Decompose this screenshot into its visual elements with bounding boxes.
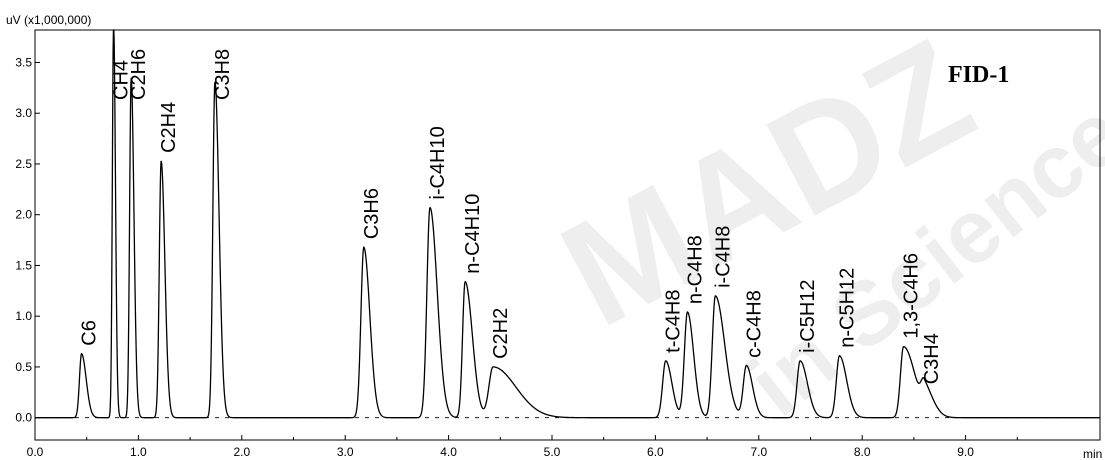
y-tick-label: 0.5 — [15, 360, 32, 374]
chromatogram-trace — [35, 29, 1100, 419]
peak-label: C2H6 — [128, 49, 150, 100]
peak-label: i-C4H10 — [427, 126, 449, 199]
peak-label: n-C4H10 — [462, 194, 484, 274]
peak-label: C3H8 — [212, 49, 234, 100]
peak-label: i-C5H12 — [797, 279, 819, 352]
y-axis-label: uV (x1,000,000) — [6, 13, 91, 27]
x-tick-label: 4.0 — [440, 445, 457, 459]
x-axis-label: min — [1083, 447, 1102, 460]
x-tick-label: 7.0 — [750, 445, 767, 459]
x-tick-label: 0.0 — [27, 445, 44, 459]
y-tick-label: 2.5 — [15, 157, 32, 171]
y-tick-label: 1.0 — [15, 309, 32, 323]
peak-label: C3H4 — [921, 333, 943, 384]
x-tick-label: 9.0 — [957, 445, 974, 459]
peak-label: i-C4H8 — [712, 226, 734, 288]
peak-label: c-C4H8 — [743, 290, 765, 358]
x-tick-label: 5.0 — [544, 445, 561, 459]
detector-label: FID-1 — [948, 62, 1009, 88]
peak-label: C2H2 — [490, 308, 512, 359]
y-tick-label: 0.0 — [15, 411, 32, 425]
x-tick-label: 1.0 — [130, 445, 147, 459]
peak-label: t-C4H8 — [663, 289, 685, 352]
y-tick-label: 3.0 — [15, 106, 32, 120]
x-tick-label: 3.0 — [337, 445, 354, 459]
x-tick-label: 2.0 — [233, 445, 250, 459]
y-tick-label: 1.5 — [15, 258, 32, 272]
x-tick-label: 6.0 — [647, 445, 664, 459]
axes-layer: 0.0 1.0 2.0 3.0 4.0 5.0 6.0 7.0 8.0 9.0 0.0 0.5 1.0 1… — [15, 29, 1101, 459]
peak-label: 1,3-C4H6 — [901, 253, 923, 339]
peak-label: n-C5H12 — [836, 268, 858, 348]
peak-label: C6 — [79, 320, 101, 346]
peak-label: n-C4H8 — [684, 235, 706, 304]
peak-label: CH4 — [111, 60, 133, 100]
y-tick-label: 2.0 — [15, 208, 32, 222]
peak-label: C3H6 — [361, 188, 383, 239]
y-tick-label: 3.5 — [15, 55, 32, 69]
plot-frame — [34, 29, 1101, 441]
watermark: MADZ in Science — [536, 7, 1105, 436]
peak-label: C2H4 — [158, 102, 180, 153]
x-tick-label: 8.0 — [854, 445, 871, 459]
